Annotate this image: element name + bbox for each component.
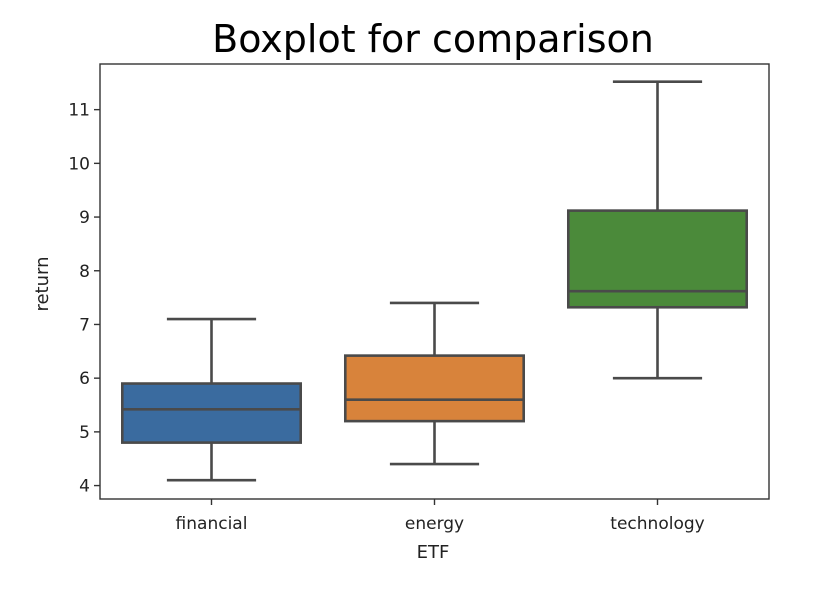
x-tick-label-energy: energy <box>405 514 464 534</box>
y-tick-label: 4 <box>79 477 90 497</box>
y-tick-label: 10 <box>68 154 90 174</box>
y-tick-label: 9 <box>79 208 90 228</box>
chart-title: Boxplot for comparison <box>212 17 654 61</box>
y-axis-label: return <box>32 256 53 311</box>
y-tick-label: 6 <box>79 369 90 389</box>
iqr-box <box>121 382 302 444</box>
box-financial <box>121 317 302 482</box>
y-axis: 4 5 6 7 8 9 10 11 <box>68 101 100 497</box>
y-tick-label: 7 <box>79 315 90 335</box>
x-axis-label: ETF <box>417 542 450 563</box>
x-tick-label-financial: financial <box>176 514 248 534</box>
x-tick-label-technology: technology <box>610 514 704 534</box>
y-tick-label: 5 <box>79 423 90 443</box>
iqr-box <box>343 354 525 423</box>
y-tick-label: 8 <box>79 262 90 282</box>
boxes-layer <box>121 80 748 482</box>
x-axis: financial energy technology <box>176 499 705 534</box>
box-energy <box>343 301 525 466</box>
box-technology <box>566 80 748 380</box>
iqr-box <box>566 209 748 309</box>
y-tick-label: 11 <box>68 101 90 121</box>
